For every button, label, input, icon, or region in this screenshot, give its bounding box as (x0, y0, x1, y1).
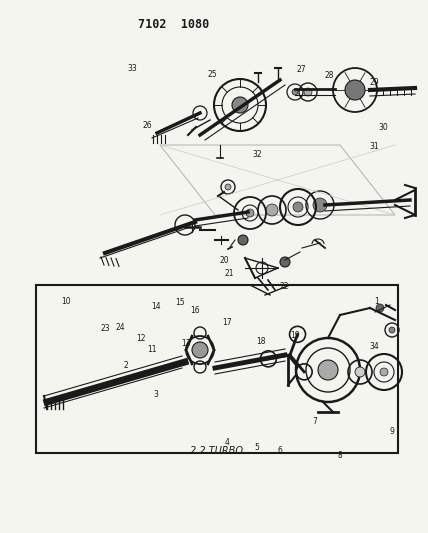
Text: 25: 25 (207, 70, 217, 79)
Text: 5: 5 (254, 443, 259, 452)
Text: 10: 10 (62, 297, 71, 305)
Circle shape (246, 209, 254, 217)
Circle shape (389, 327, 395, 333)
Text: 14: 14 (152, 302, 161, 311)
Circle shape (232, 97, 248, 113)
Text: 27: 27 (297, 65, 306, 74)
Text: 6: 6 (278, 446, 283, 455)
Text: 7: 7 (312, 417, 317, 425)
Text: 31: 31 (370, 142, 379, 151)
Text: 19: 19 (291, 332, 300, 340)
Text: 16: 16 (190, 306, 199, 315)
Text: 32: 32 (252, 150, 262, 159)
Bar (36, 285, 398, 453)
Circle shape (380, 368, 388, 376)
Text: 23: 23 (100, 325, 110, 333)
Circle shape (292, 89, 298, 95)
Text: 13: 13 (181, 340, 191, 348)
Text: 4: 4 (224, 438, 229, 447)
Text: 33: 33 (128, 64, 137, 72)
Text: 20: 20 (220, 256, 229, 264)
Text: 22: 22 (280, 282, 289, 290)
Text: 9: 9 (389, 427, 394, 436)
Circle shape (345, 80, 365, 100)
Text: 29: 29 (370, 78, 379, 87)
Circle shape (225, 184, 231, 190)
Text: 1: 1 (374, 297, 379, 305)
Text: 28: 28 (325, 71, 334, 80)
Text: 21: 21 (224, 269, 234, 278)
Circle shape (238, 235, 248, 245)
Text: 7102  1080: 7102 1080 (138, 18, 209, 31)
Circle shape (304, 88, 312, 96)
Text: 17: 17 (222, 318, 232, 327)
Circle shape (293, 202, 303, 212)
Text: 12: 12 (137, 334, 146, 343)
Text: 30: 30 (378, 124, 388, 132)
Text: 3: 3 (154, 390, 159, 399)
Circle shape (266, 204, 278, 216)
Text: 8: 8 (338, 451, 343, 460)
Circle shape (355, 367, 365, 377)
Text: 2: 2 (124, 361, 129, 369)
Text: 34: 34 (370, 342, 379, 351)
Circle shape (376, 304, 384, 312)
Circle shape (280, 257, 290, 267)
Text: 15: 15 (175, 298, 184, 307)
Circle shape (313, 198, 327, 212)
Text: 26: 26 (143, 121, 152, 130)
Text: 2.2 TURBO: 2.2 TURBO (190, 446, 244, 456)
Text: 11: 11 (147, 345, 157, 353)
Circle shape (192, 342, 208, 358)
Circle shape (318, 360, 338, 380)
Text: 24: 24 (115, 323, 125, 332)
Text: 18: 18 (256, 337, 266, 345)
